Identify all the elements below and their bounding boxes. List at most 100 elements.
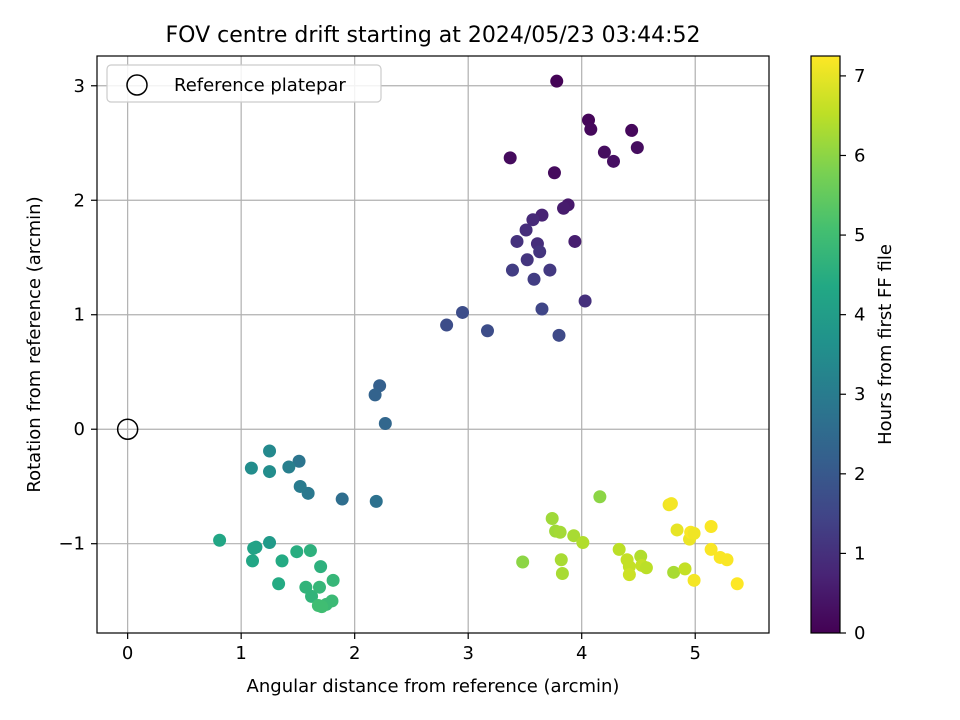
y-tick-label: 2: [74, 190, 85, 211]
scatter-point: [247, 541, 261, 555]
scatter-point: [440, 318, 454, 332]
colorbar-tick-label: 3: [854, 384, 865, 405]
scatter-point: [519, 223, 533, 237]
scatter-point: [535, 302, 549, 316]
scatter-point: [335, 492, 349, 506]
x-tick-label: 3: [462, 643, 473, 664]
colorbar: [810, 55, 841, 634]
scatter-point: [606, 154, 620, 168]
scatter-point: [612, 542, 626, 556]
y-tick-label: −1: [58, 534, 85, 555]
scatter-point: [378, 416, 392, 430]
y-tick-label: 0: [74, 419, 85, 440]
scatter-point: [305, 589, 319, 603]
scatter-point: [292, 454, 306, 468]
colorbar-tick-label: 1: [854, 543, 865, 564]
scatter-point: [555, 566, 569, 580]
scatter-point: [730, 577, 744, 591]
x-axis-label: Angular distance from reference (arcmin): [247, 676, 620, 697]
scatter-point: [282, 460, 296, 474]
y-axis-ticks: −1 0 1 2 3: [58, 76, 97, 555]
scatter-point: [526, 213, 540, 227]
scatter-point: [303, 544, 317, 558]
scatter-point: [622, 568, 636, 582]
x-tick-label: 0: [122, 643, 133, 664]
scatter-point: [503, 151, 517, 165]
scatter-point: [639, 561, 653, 575]
y-axis-label: Rotation from reference (arcmin): [24, 196, 45, 492]
x-axis-ticks: 0 1 2 3 4 5: [122, 633, 701, 664]
scatter-point: [567, 529, 581, 543]
scatter-point: [263, 444, 277, 458]
legend-box: [106, 64, 382, 103]
scatter-point: [505, 263, 519, 277]
legend-hollow-circle-icon: [126, 74, 148, 96]
scatter-point: [687, 573, 701, 587]
scatter-point: [670, 523, 684, 537]
scatter-point: [545, 512, 559, 526]
x-tick-label: 2: [349, 643, 360, 664]
scatter-point: [369, 494, 383, 508]
scatter-point: [326, 573, 340, 587]
scatter-point: [553, 525, 567, 539]
data-points: [116, 74, 744, 614]
scatter-point: [550, 74, 564, 88]
reference-platepar-marker: [116, 418, 139, 440]
scatter-point: [547, 166, 561, 180]
scatter-point: [576, 536, 590, 550]
scatter-point: [678, 562, 692, 576]
colorbar-label: Hours from first FF file: [875, 244, 896, 445]
colorbar-ticks: 0 1 2 3 4 5 6 7: [840, 66, 865, 644]
scatter-point: [554, 553, 568, 567]
colorbar-tick-label: 7: [854, 66, 865, 87]
chart-title: FOV centre drift starting at 2024/05/23 …: [166, 23, 701, 48]
x-tick-label: 1: [235, 643, 246, 664]
scatter-point: [630, 141, 644, 155]
scatter-point: [456, 305, 470, 319]
scatter-point: [704, 520, 718, 534]
x-tick-label: 5: [689, 643, 700, 664]
scatter-point: [578, 294, 592, 308]
scatter-point: [314, 560, 328, 574]
colorbar-tick-label: 5: [854, 225, 865, 246]
scatter-point: [527, 272, 541, 286]
scatter-point: [312, 580, 326, 594]
y-tick-label: 1: [74, 305, 85, 326]
scatter-point: [244, 461, 258, 475]
scatter-point: [664, 497, 678, 511]
scatter-point: [568, 234, 582, 248]
scatter-point: [552, 328, 566, 342]
scatter-point: [293, 479, 307, 493]
scatter-point: [510, 234, 524, 248]
scatter-point: [290, 545, 304, 559]
scatter-point: [516, 555, 530, 569]
scatter-point: [687, 526, 701, 540]
scatter-point: [246, 554, 260, 568]
scatter-point: [543, 263, 557, 277]
scatter-point: [584, 122, 598, 136]
grid-lines: [97, 56, 769, 633]
scatter-point: [480, 324, 494, 338]
legend: Reference platepar: [106, 64, 382, 103]
scatter-point: [667, 565, 681, 579]
scatter-point: [597, 145, 611, 159]
scatter-point: [263, 536, 277, 550]
scatter-point: [593, 490, 607, 504]
scatter-point: [704, 542, 718, 556]
colorbar-tick-label: 4: [854, 305, 865, 326]
scatter-point: [533, 245, 547, 259]
scatter-point: [213, 533, 227, 547]
scatter-point: [720, 553, 734, 567]
legend-entry-reference-platepar: Reference platepar: [174, 75, 346, 96]
scatter-point: [625, 123, 639, 137]
x-tick-label: 4: [576, 643, 587, 664]
colorbar-tick-label: 2: [854, 464, 865, 485]
scatter-point: [272, 577, 286, 591]
scatter-point: [557, 201, 571, 215]
colorbar-tick-label: 6: [854, 145, 865, 166]
scatter-point: [275, 554, 289, 568]
scatter-point: [315, 600, 329, 614]
y-tick-label: 3: [74, 76, 85, 97]
